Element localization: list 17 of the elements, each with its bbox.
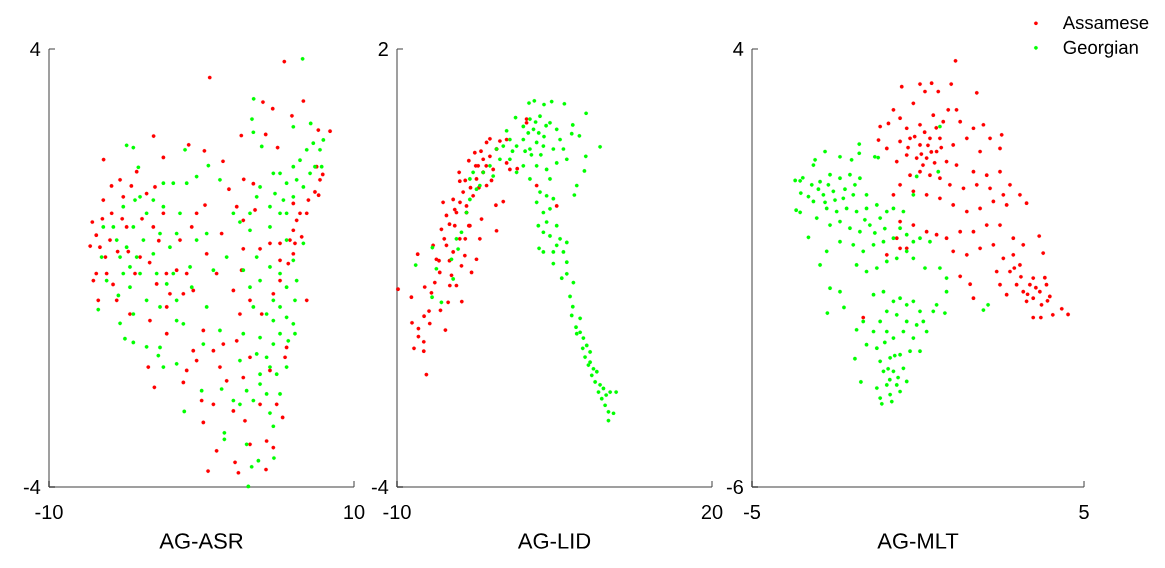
legend-label: Assamese bbox=[1062, 16, 1149, 30]
x-tick-label: 20 bbox=[701, 504, 723, 520]
x-tick-label: 10 bbox=[344, 504, 365, 520]
y-tick-label: 4 bbox=[30, 42, 41, 56]
x-axis-title: AG-LID bbox=[517, 533, 591, 549]
x-axis-title: AG-ASR bbox=[159, 533, 243, 549]
x-tick-label: -10 bbox=[383, 504, 411, 520]
x-axis-title: AG-MLT bbox=[877, 533, 959, 549]
x-tick-label: -10 bbox=[35, 504, 63, 520]
legend-label: Georgian bbox=[1063, 40, 1138, 58]
x-tick-label: 5 bbox=[1079, 505, 1089, 519]
x-tick-label: -5 bbox=[744, 505, 761, 519]
y-tick-label: -4 bbox=[371, 480, 389, 494]
y-tick-label: -4 bbox=[23, 480, 41, 494]
y-tick-label: 2 bbox=[378, 42, 388, 56]
y-tick-label: -6 bbox=[726, 479, 743, 495]
y-tick-label: 4 bbox=[733, 42, 744, 56]
